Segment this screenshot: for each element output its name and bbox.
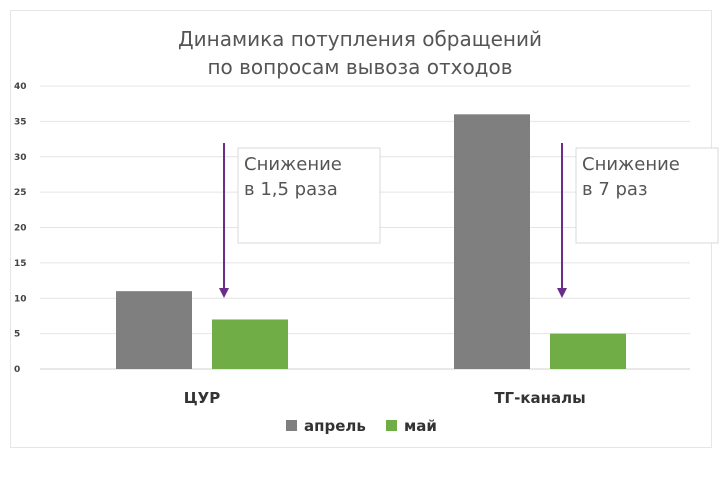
- annotation-text: Снижение: [582, 154, 680, 175]
- y-tick-label: 30: [14, 153, 27, 163]
- y-tick-label: 15: [14, 259, 27, 269]
- y-tick-label: 5: [14, 330, 20, 340]
- legend-label: апрель: [304, 417, 366, 435]
- chart-title-line-1: Динамика потупления обращений: [178, 27, 542, 51]
- bar: [212, 319, 288, 369]
- bar: [454, 114, 530, 369]
- y-tick-label: 40: [14, 82, 27, 92]
- arrow-head: [557, 288, 567, 298]
- annotation-box: [575, 147, 719, 244]
- category-label: ТГ-каналы: [494, 389, 585, 407]
- y-tick-label: 25: [14, 188, 27, 198]
- bar: [116, 291, 192, 369]
- category-label: ЦУР: [184, 389, 220, 407]
- arrow-head: [219, 288, 229, 298]
- annotation-text: в 1,5 раза: [244, 179, 338, 200]
- legend-swatch: [286, 420, 297, 431]
- legend-label: май: [404, 417, 437, 435]
- chart-title-line-2: по вопросам вывоза отходов: [207, 55, 512, 79]
- y-tick-label: 10: [14, 294, 27, 304]
- annotation-text: Снижение: [244, 154, 342, 175]
- bar: [550, 333, 626, 369]
- legend-swatch: [386, 420, 397, 431]
- y-tick-label: 20: [14, 224, 27, 234]
- y-tick-label: 0: [14, 365, 20, 375]
- annotation-text: в 7 раз: [582, 179, 648, 200]
- annotation-box: [237, 147, 381, 244]
- y-tick-label: 35: [14, 117, 27, 127]
